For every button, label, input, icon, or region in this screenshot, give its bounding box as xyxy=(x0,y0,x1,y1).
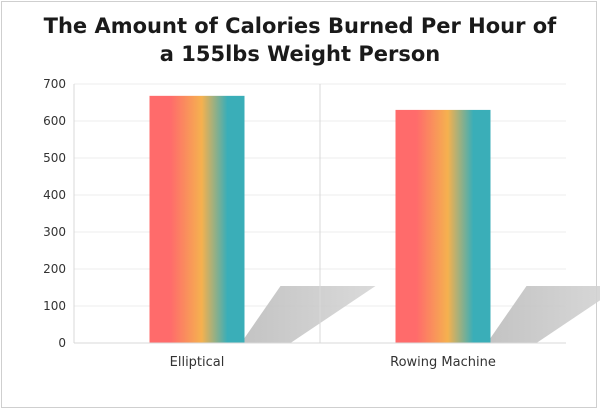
y-tick-label: 500 xyxy=(43,151,66,165)
chart-title-line-1: The Amount of Calories Burned Per Hour o… xyxy=(43,14,557,38)
axes xyxy=(73,84,566,344)
y-tick-label: 200 xyxy=(43,262,66,276)
y-tick-label: 300 xyxy=(43,225,66,239)
x-tick-labels: Elliptical Rowing Machine xyxy=(170,355,496,370)
bar-shadows xyxy=(244,286,600,343)
y-tick-label: 100 xyxy=(43,299,66,313)
y-tick-label: 700 xyxy=(43,77,66,91)
y-tick-label: 600 xyxy=(43,114,66,128)
bar-shadow xyxy=(244,286,376,343)
chart-title: The Amount of Calories Burned Per Hour o… xyxy=(0,12,600,68)
bars xyxy=(149,95,491,344)
x-tick-label: Elliptical xyxy=(170,355,225,370)
y-tick-label: 400 xyxy=(43,188,66,202)
y-tick-labels: 0 100 200 300 400 500 600 700 xyxy=(43,77,66,350)
bar-shadow xyxy=(490,286,600,343)
y-tick-label: 0 xyxy=(58,336,66,350)
chart-title-line-2: a 155lbs Weight Person xyxy=(159,42,441,66)
bar-rowing-machine xyxy=(395,109,491,344)
x-tick-label: Rowing Machine xyxy=(390,355,496,370)
bar-elliptical xyxy=(149,95,245,343)
